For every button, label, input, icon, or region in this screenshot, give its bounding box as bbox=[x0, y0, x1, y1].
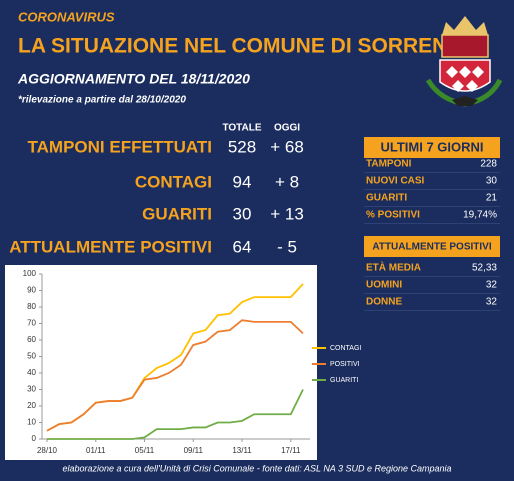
footer: elaborazione a cura dell'Unità di Crisi … bbox=[62, 463, 451, 473]
panel-title: ULTIMI 7 GIORNI bbox=[380, 139, 483, 154]
legend-label: POSITIVI bbox=[330, 361, 360, 368]
today-value: + 13 bbox=[270, 204, 304, 223]
column-header: OGGI bbox=[274, 123, 300, 134]
x-tick-label: 01/11 bbox=[86, 446, 106, 455]
total-value: 528 bbox=[228, 137, 256, 156]
panel-value: 32 bbox=[486, 297, 498, 308]
y-tick-label: 50 bbox=[27, 352, 36, 361]
panel-header bbox=[364, 137, 500, 158]
total-value: 94 bbox=[233, 172, 252, 191]
y-tick-label: 40 bbox=[27, 368, 36, 377]
total-value: 30 bbox=[233, 204, 252, 223]
y-tick-label: 0 bbox=[32, 434, 37, 443]
panel-value: 32 bbox=[486, 280, 498, 291]
panel-label: TAMPONI bbox=[366, 159, 412, 170]
row-label: GUARITI bbox=[142, 204, 212, 223]
today-value: + 68 bbox=[270, 137, 304, 156]
legend-label: GUARITI bbox=[330, 377, 358, 384]
x-tick-label: 09/11 bbox=[184, 446, 204, 455]
panel-value: 30 bbox=[486, 176, 498, 187]
x-tick-label: 13/11 bbox=[232, 446, 252, 455]
panel-label: % POSITIVI bbox=[366, 210, 420, 221]
panel-header bbox=[364, 236, 500, 257]
column-header: TOTALE bbox=[222, 123, 261, 134]
kicker: CORONAVIRUS bbox=[18, 9, 115, 24]
total-value: 64 bbox=[233, 237, 252, 256]
panel-label: ETÀ MEDIA bbox=[366, 261, 421, 274]
panel-value: 228 bbox=[480, 159, 497, 170]
y-tick-label: 90 bbox=[27, 286, 36, 295]
y-tick-label: 60 bbox=[27, 335, 36, 344]
chart-area bbox=[5, 265, 317, 460]
today-value: + 8 bbox=[275, 172, 299, 191]
series-line bbox=[47, 389, 304, 440]
series-line bbox=[46, 319, 304, 432]
panel-label: NUOVI CASI bbox=[366, 176, 425, 187]
x-tick-label: 28/10 bbox=[37, 446, 58, 455]
panel-value: 21 bbox=[486, 193, 498, 204]
coat-of-arms bbox=[425, 16, 503, 107]
y-tick-label: 80 bbox=[27, 302, 36, 311]
panel-label: UOMINI bbox=[366, 280, 402, 291]
note: *rilevazione a partire dal 28/10/2020 bbox=[18, 95, 186, 106]
y-tick-label: 100 bbox=[23, 269, 37, 278]
row-label: TAMPONI EFFETTUATI bbox=[28, 137, 212, 156]
panel-title: ATTUALMENTE POSITIVI bbox=[372, 242, 491, 253]
panel-label: GUARITI bbox=[366, 193, 407, 204]
panel-value: 19,74% bbox=[463, 210, 497, 221]
panel-value: 52,33 bbox=[472, 263, 497, 274]
row-label: CONTAGI bbox=[135, 172, 212, 191]
today-value: - 5 bbox=[277, 237, 297, 256]
y-tick-label: 30 bbox=[27, 385, 36, 394]
x-tick-label: 05/11 bbox=[135, 446, 155, 455]
y-tick-label: 70 bbox=[27, 319, 36, 328]
row-label: ATTUALMENTE POSITIVI bbox=[9, 237, 212, 256]
y-tick-label: 20 bbox=[27, 401, 36, 410]
update: AGGIORNAMENTO DEL 18/11/2020 bbox=[17, 71, 250, 87]
panel-label: DONNE bbox=[366, 297, 402, 308]
title: LA SITUAZIONE NEL COMUNE DI SORRENTO bbox=[18, 35, 476, 58]
y-tick-label: 10 bbox=[27, 418, 36, 427]
legend-label: CONTAGI bbox=[330, 345, 361, 352]
x-tick-label: 17/11 bbox=[281, 446, 301, 455]
